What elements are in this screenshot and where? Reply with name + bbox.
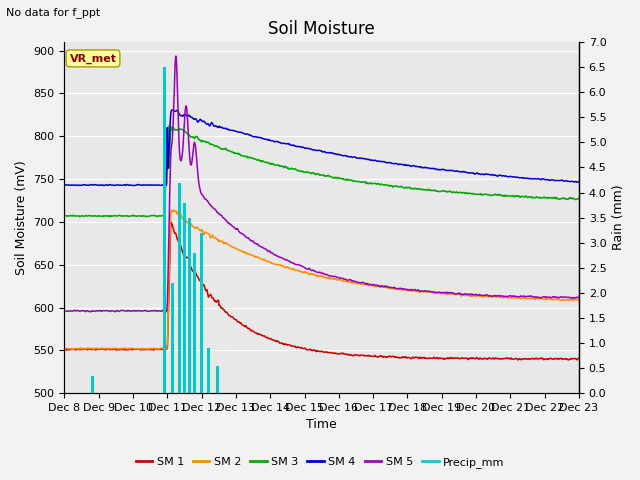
Text: VR_met: VR_met — [70, 53, 116, 63]
Bar — [207, 348, 210, 393]
Bar — [200, 233, 203, 393]
Y-axis label: Soil Moisture (mV): Soil Moisture (mV) — [15, 160, 28, 275]
Bar — [188, 217, 191, 393]
Bar — [193, 253, 196, 393]
Y-axis label: Rain (mm): Rain (mm) — [612, 185, 625, 251]
X-axis label: Time: Time — [307, 419, 337, 432]
Bar — [178, 182, 181, 393]
Legend: SM 1, SM 2, SM 3, SM 4, SM 5, Precip_mm: SM 1, SM 2, SM 3, SM 4, SM 5, Precip_mm — [131, 452, 509, 472]
Bar — [183, 203, 186, 393]
Title: Soil Moisture: Soil Moisture — [268, 20, 375, 38]
Text: No data for f_ppt: No data for f_ppt — [6, 7, 100, 18]
Bar — [91, 375, 94, 393]
Bar — [216, 366, 219, 393]
Bar — [171, 283, 174, 393]
Bar — [163, 67, 166, 393]
